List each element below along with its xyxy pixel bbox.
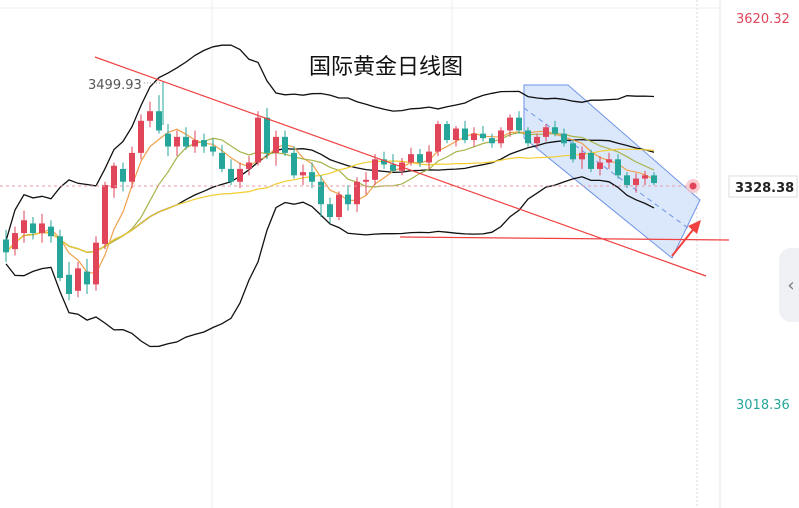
candle-body (444, 124, 450, 141)
current-price-dot (689, 182, 697, 190)
candle-body (309, 172, 315, 182)
bollinger-lower (5, 176, 655, 348)
candle-body (552, 127, 558, 134)
candle-body (453, 128, 459, 141)
candle-body (21, 220, 27, 234)
candle-body (426, 151, 432, 163)
candle-body (192, 140, 198, 147)
candle-body (138, 120, 144, 153)
y-axis-label: 3620.32 (736, 12, 790, 27)
candle-body (174, 136, 180, 147)
candle-body (210, 146, 216, 152)
candle-body (66, 274, 72, 294)
gridlines (0, 0, 721, 508)
candle-body (57, 236, 63, 278)
candle-body (471, 133, 477, 141)
candle-body (381, 159, 387, 165)
candle-body (93, 242, 99, 285)
collapse-panel-tab[interactable]: ‹ (779, 248, 799, 322)
chart-title: 国际黄金日线图 (309, 55, 463, 80)
candle-body (48, 226, 54, 237)
candle-body (165, 133, 171, 147)
bollinger-upper (5, 44, 655, 241)
channel-area (523, 84, 701, 259)
support-line (399, 236, 730, 241)
candle-body (354, 181, 360, 205)
current-price-label: 3328.38 (735, 181, 794, 196)
ma30-line (5, 148, 655, 253)
candle-body (228, 168, 234, 182)
candle-body (597, 162, 603, 169)
candle-body (12, 233, 18, 250)
candle-body (111, 165, 117, 189)
candle-body (255, 117, 261, 163)
y-axis-label: 3018.36 (736, 398, 790, 413)
candle-body (39, 223, 45, 234)
descending-channel (523, 84, 701, 259)
candle-body (408, 154, 414, 163)
candle-body (417, 154, 423, 163)
candle-body (120, 168, 126, 182)
candle-body (318, 181, 324, 205)
candle-body (246, 162, 252, 169)
current-price-box (728, 175, 798, 198)
chevron-left-icon: ‹ (787, 274, 795, 296)
descending-trendline (94, 56, 707, 277)
candle-body (156, 111, 162, 131)
candle-body (462, 128, 468, 141)
up-arrow-head (688, 220, 701, 234)
candle-body (273, 136, 279, 153)
candle-body (606, 159, 612, 163)
candle-body (237, 168, 243, 182)
candle-body (588, 152, 594, 169)
candle-body (570, 143, 576, 160)
channel-midline (523, 107, 689, 229)
candle-body (651, 175, 657, 184)
candle-body (201, 140, 207, 147)
candle-body (84, 271, 90, 285)
candle-body (129, 152, 135, 182)
trendlines (0, 56, 730, 277)
candle-body (75, 268, 81, 291)
candle-body (435, 124, 441, 152)
candle-body (300, 172, 306, 176)
candle-body (291, 152, 297, 176)
up-arrow-shaft (671, 225, 697, 257)
candle-body (615, 159, 621, 176)
candle-body (633, 178, 639, 185)
candle-body (543, 127, 549, 137)
candle-body (390, 164, 396, 171)
candle-body (264, 117, 270, 153)
candle-body (489, 138, 495, 144)
candle-body (498, 130, 504, 144)
candle-body (327, 204, 333, 218)
y-axis: 3620.32 3018.36 3328.38 (728, 12, 798, 413)
candle-body (282, 136, 288, 153)
candle-body (372, 159, 378, 180)
candle-body (183, 136, 189, 147)
candle-body (30, 223, 36, 234)
candle-body (363, 179, 369, 182)
candle-body (642, 175, 648, 179)
candle-body (507, 117, 513, 131)
candle-body (624, 175, 630, 185)
candle-body (336, 194, 342, 218)
high-annotation: 3499.93 (88, 78, 142, 93)
candle-body (102, 184, 108, 244)
candle-body (480, 133, 486, 139)
candle-body (516, 117, 522, 131)
candle-body (525, 130, 531, 144)
candle-body (579, 152, 585, 160)
candle-body (534, 136, 540, 144)
candle-body (561, 133, 567, 144)
candle-body (219, 152, 225, 169)
candle-body (345, 194, 351, 205)
candles (3, 95, 657, 301)
candle-body (147, 111, 153, 121)
candle-body (3, 239, 9, 253)
